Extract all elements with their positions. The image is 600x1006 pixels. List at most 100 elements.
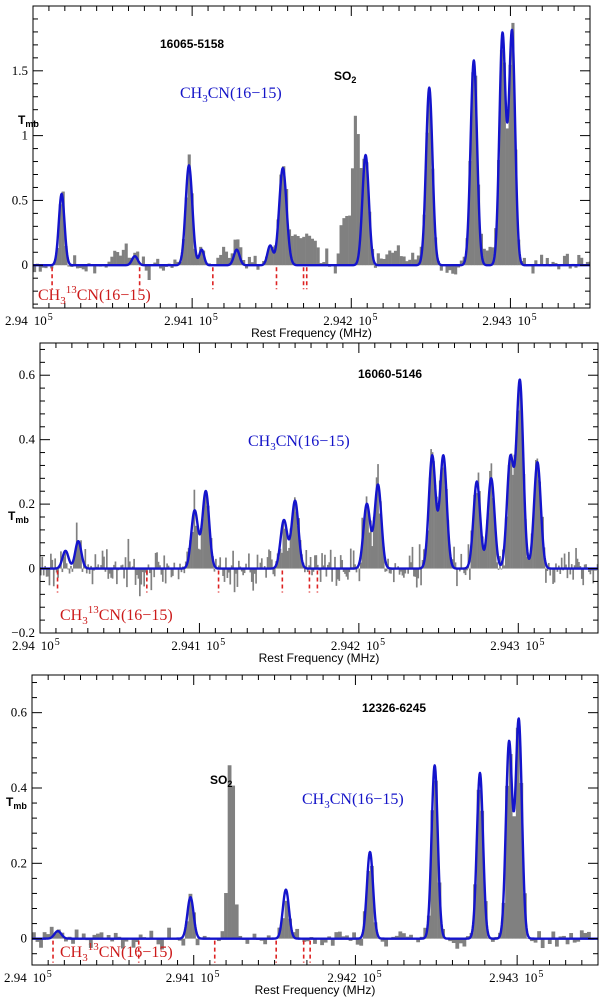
line-label-prefix: CH xyxy=(180,85,203,102)
spectrum-bar xyxy=(482,248,486,266)
iso-label-sup: 13 xyxy=(88,604,100,616)
spectrum-bar xyxy=(249,568,252,573)
spectrum-bar xyxy=(32,932,36,939)
spectrum-bar xyxy=(354,564,356,569)
spectrum-bar xyxy=(161,265,166,271)
spectrum-bar xyxy=(367,508,369,569)
spectrum-bar xyxy=(368,211,372,266)
spectrum-bar xyxy=(568,551,570,569)
spectrum-bar xyxy=(454,265,458,275)
spectrum-bar xyxy=(227,765,232,939)
spectrum-bar xyxy=(194,525,197,569)
spectrum-bar xyxy=(572,568,575,580)
spectrum-bar xyxy=(285,189,289,266)
spectrum-bar xyxy=(537,931,542,939)
spectrum-bar xyxy=(439,265,443,271)
spectrum-bar xyxy=(511,22,515,266)
spectrum-bar xyxy=(350,168,355,266)
spectrum-bar xyxy=(588,261,590,266)
spectrum-bar xyxy=(587,931,591,939)
spectrum-bar xyxy=(250,568,253,582)
spectrum-bar xyxy=(111,568,114,579)
spectrum-bar xyxy=(422,214,426,266)
spectrum-bar xyxy=(304,568,306,573)
spectrum-bar xyxy=(491,247,495,266)
spectrum-bar xyxy=(443,460,445,569)
spectrum-bar xyxy=(445,265,449,273)
spectrum-bar xyxy=(167,927,172,939)
spectrum-bar xyxy=(308,565,311,569)
x-tick-exp: 5 xyxy=(380,637,385,648)
line-label-ch3-13cn: CH313CN(16−15) xyxy=(60,604,173,627)
spectrum-bar xyxy=(325,568,328,577)
x-tick-label: 2.94 105 xyxy=(12,637,60,653)
spectrum-bar xyxy=(487,513,490,569)
spectrum-bar xyxy=(163,555,166,569)
line-label-ch3cn: CH3CN(16−15) xyxy=(302,791,404,811)
spectrum-bar xyxy=(494,537,497,569)
spectrum-bar xyxy=(347,568,349,580)
spectrum-bar xyxy=(380,501,382,569)
spectrum-bar xyxy=(366,870,371,939)
spectrum-bar xyxy=(110,256,114,266)
spectrum-bar xyxy=(136,568,138,576)
x-tick-base: 10 xyxy=(206,638,219,653)
spectrum-bar xyxy=(562,935,566,939)
spectrum-bar xyxy=(497,159,501,266)
spectrum-bar xyxy=(537,479,540,569)
spectrum-bar xyxy=(592,568,595,584)
spectrum-bar xyxy=(562,255,567,266)
spectrum-bar xyxy=(540,254,544,266)
spectrum-bar xyxy=(376,253,380,266)
x-tick-mantissa: 2.943 xyxy=(490,638,519,653)
spectrum-bar xyxy=(579,566,582,569)
x-tick-label: 2.942 105 xyxy=(331,637,385,653)
spectrum-bar xyxy=(434,484,437,569)
spectrum-bar xyxy=(520,408,523,569)
y-axis-label: Tmb xyxy=(8,509,29,525)
spectrum-bar xyxy=(311,568,313,576)
x-tick-mantissa: 2.941 xyxy=(171,638,200,653)
spectrum-bar xyxy=(505,128,509,266)
spectrum-bar xyxy=(307,235,312,266)
y-tick-label: 0.2 xyxy=(11,855,27,870)
spectrum-bar xyxy=(133,558,135,569)
spectrum-bar xyxy=(579,930,584,939)
spectrum-bar xyxy=(289,528,292,569)
spectrum-bar xyxy=(120,565,123,569)
so2-annotation: SO2 xyxy=(210,773,232,789)
spectrum-bar xyxy=(499,50,504,266)
spectrum-bar xyxy=(64,245,68,266)
spectrum-bar xyxy=(270,246,274,266)
spectrum-bar xyxy=(33,265,37,273)
spectrum-bar xyxy=(223,568,226,582)
spectrum-bar xyxy=(451,265,455,274)
so2-sub: 2 xyxy=(351,75,356,85)
spectrum-bar xyxy=(398,568,401,575)
spectrum-bar xyxy=(107,568,110,579)
spectrum-bar xyxy=(574,265,578,268)
spectrum-bar xyxy=(193,489,196,569)
spectrum-bar xyxy=(295,928,300,939)
spectrum-bar xyxy=(292,510,295,569)
spectrum-bar xyxy=(255,568,257,584)
spectrum-bar xyxy=(62,556,65,569)
spectrum-bar xyxy=(313,938,317,944)
x-tick-exp: 5 xyxy=(377,969,382,980)
spectrum-bar xyxy=(184,921,189,939)
spectrum-bar xyxy=(227,568,230,573)
spectrum-bar xyxy=(170,265,174,268)
spectrum-bar xyxy=(40,568,42,576)
spectrum-bar xyxy=(203,498,206,569)
spectrum-bar xyxy=(245,938,250,944)
spectrum-bar xyxy=(166,563,168,569)
iso-label-suffix: CN(16−15) xyxy=(99,944,173,961)
spectrum-bar xyxy=(416,255,420,266)
spectrum-bar xyxy=(101,550,104,569)
spectrum-bar xyxy=(121,249,125,266)
spectrum-bar xyxy=(431,452,434,569)
iso-label-sup: 13 xyxy=(88,941,100,953)
spectrum-bar xyxy=(545,257,549,266)
spectrum-bar xyxy=(137,568,140,579)
spectrum-bar xyxy=(362,526,365,569)
